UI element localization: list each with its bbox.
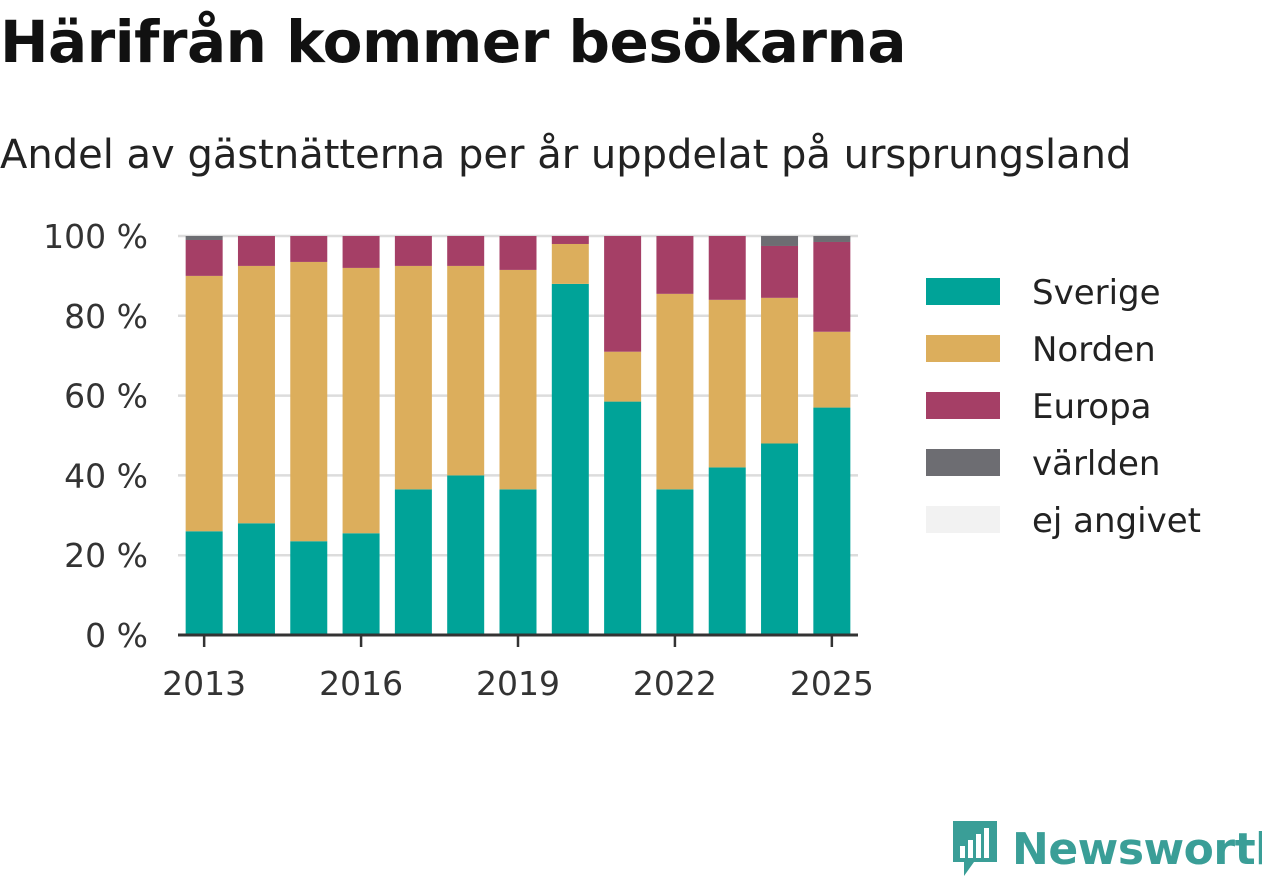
bar-segment <box>185 275 223 532</box>
legend-swatch <box>926 335 1000 362</box>
legend-label: Sverige <box>1032 273 1161 313</box>
bar-segment <box>342 236 380 268</box>
bar-segment <box>499 236 537 270</box>
legend-swatch <box>926 392 1000 419</box>
bar-segment <box>656 293 694 490</box>
page-subtitle: Andel av gästnätterna per år uppdelat på… <box>0 132 1132 178</box>
bar-segment <box>551 243 589 284</box>
legend-label: Norden <box>1032 330 1156 370</box>
bar-chart-speech-bubble-icon <box>953 821 997 876</box>
bar-segment <box>761 297 799 444</box>
bar-segment <box>761 236 799 246</box>
bar-segment <box>447 236 485 266</box>
bar-segment <box>185 239 223 276</box>
bar-segment <box>394 489 432 635</box>
y-tick-label: 20 % <box>64 536 148 575</box>
bar-segment <box>290 541 328 635</box>
bar-segment <box>394 236 432 266</box>
bar-segment <box>499 489 537 635</box>
bar-segment <box>237 523 275 635</box>
bar-segment <box>290 236 328 262</box>
y-tick-label: 40 % <box>64 456 148 495</box>
bar-segment <box>708 299 746 468</box>
bar-segment <box>604 351 642 402</box>
bar-segment <box>290 261 328 542</box>
brand-logo: Newsworthy <box>950 818 1262 880</box>
bar-segment <box>761 443 799 635</box>
bar-segment <box>813 331 851 408</box>
page-title: Härifrån kommer besökarna <box>0 8 906 76</box>
bar-segment <box>813 236 851 242</box>
legend: Sverige Norden Europa världen ej angivet <box>926 273 1201 541</box>
y-tick-label: 100 % <box>43 217 148 256</box>
bar-segment <box>761 245 799 298</box>
axes: 0 % 20 % 40 % 60 % 80 % 100 % 2013 2016 2019 2022… <box>43 217 874 703</box>
legend-label: världen <box>1032 444 1160 484</box>
x-tick-label: 2022 <box>633 664 717 703</box>
x-tick-label: 2019 <box>476 664 560 703</box>
y-tick-label: 0 % <box>85 616 148 655</box>
bar-segment <box>342 267 380 534</box>
bar-segment <box>237 265 275 524</box>
legend-label: Europa <box>1032 387 1151 427</box>
bar-segment <box>551 283 589 635</box>
x-tick-label: 2013 <box>162 664 246 703</box>
bar-segment <box>342 533 380 635</box>
bar-segment <box>708 467 746 635</box>
bar-segment <box>813 407 851 635</box>
bar-segment <box>394 265 432 490</box>
bar-segment <box>708 236 746 300</box>
bar-segment <box>656 236 694 294</box>
bar-segment <box>604 401 642 635</box>
bar-segment <box>185 236 223 240</box>
y-tick-label: 80 % <box>64 297 148 336</box>
bar-segment <box>237 236 275 266</box>
x-tick-label: 2016 <box>319 664 403 703</box>
legend-swatch <box>926 506 1000 533</box>
bar-segment <box>447 265 485 476</box>
bar-segment <box>604 236 642 352</box>
bar-segment <box>656 489 694 635</box>
bars <box>185 236 851 635</box>
bar-segment <box>499 269 537 490</box>
legend-label: ej angivet <box>1032 501 1201 541</box>
y-tick-label: 60 % <box>64 377 148 416</box>
legend-swatch <box>926 449 1000 476</box>
brand-name: Newsworthy <box>1012 823 1262 875</box>
bar-segment <box>813 241 851 332</box>
legend-swatch <box>926 278 1000 305</box>
x-tick-label: 2025 <box>790 664 874 703</box>
bar-segment <box>185 531 223 635</box>
bar-segment <box>551 236 589 244</box>
bar-segment <box>447 475 485 635</box>
